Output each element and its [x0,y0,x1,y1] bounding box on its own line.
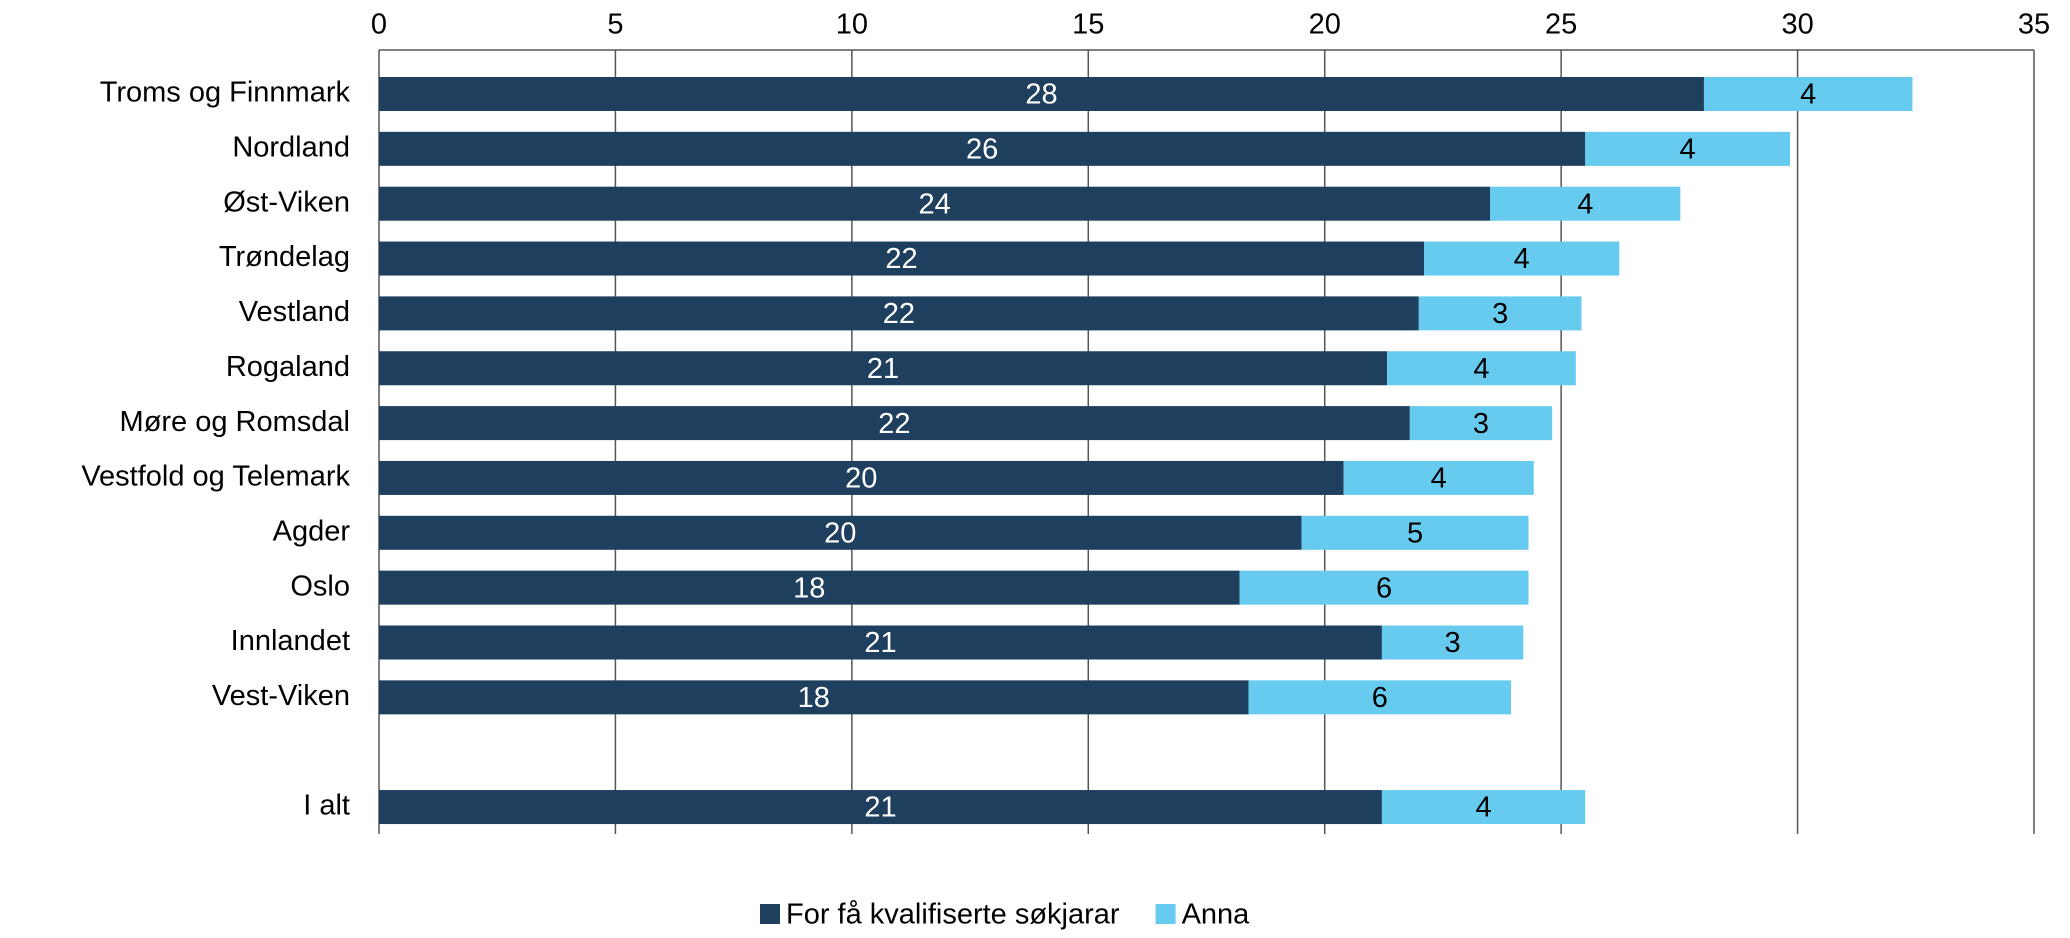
y-tick-label: Innlandet [231,625,350,657]
bar-segment [1418,296,1582,331]
data-label: 21 [867,353,899,385]
bar-segment [1381,625,1524,660]
bar-segment [379,351,1388,386]
bar-segment [1409,406,1553,441]
data-label: 4 [1680,134,1696,166]
x-tick-label: 20 [1309,9,1341,41]
y-tick-label: Nordland [232,132,350,164]
bar-segment [1301,515,1529,550]
data-label: 4 [1473,353,1489,385]
data-label: 22 [878,408,910,440]
bar-segment [1248,680,1512,715]
data-label: 28 [1025,79,1057,111]
bar-segment [379,515,1302,550]
y-tick-label: Vest-Viken [212,680,350,712]
data-label: 22 [885,243,917,275]
x-tick-label: 5 [607,9,623,41]
data-label: 3 [1473,408,1489,440]
bar-segment [1490,186,1681,221]
bar-segment [379,77,1704,111]
y-tick-label: Øst-Viken [223,186,350,218]
x-tick-label: 10 [836,9,868,41]
data-label: 4 [1577,188,1593,220]
legend-label: Anna [1182,899,1251,931]
data-label: 22 [883,298,915,330]
bar-segment [1387,351,1576,386]
data-label: 24 [918,188,950,220]
legend-label: For få kvalifiserte søkjarar [786,899,1120,931]
bar-segment [1424,241,1620,276]
bar-segment [379,296,1419,331]
legend-swatch [1155,904,1176,924]
x-tick-label: 0 [371,9,387,41]
legend-swatch [760,904,780,924]
data-label: 18 [793,572,825,604]
data-label: 21 [864,627,896,659]
data-label: 6 [1372,682,1388,714]
y-tick-label: I alt [303,790,350,822]
bar-segment [379,570,1240,605]
x-tick-label: 25 [1545,9,1577,41]
y-tick-label: Vestland [239,296,350,328]
data-label: 20 [824,517,856,549]
bar-segment [1343,460,1534,495]
data-label: 6 [1376,572,1392,604]
data-label: 3 [1445,627,1461,659]
bar-segment [379,625,1382,660]
data-label: 4 [1514,243,1530,275]
x-tick-label: 30 [1781,9,1813,41]
data-label: 4 [1476,792,1492,824]
data-label: 18 [798,682,830,714]
bar-segment [379,186,1491,221]
data-label: 21 [864,792,896,824]
x-tick-label: 15 [1072,9,1104,41]
y-tick-label: Oslo [290,570,350,602]
bar-segment [379,406,1410,441]
bar-segment [1381,790,1586,825]
data-label: 4 [1431,463,1447,495]
data-label: 3 [1492,298,1508,330]
bar-segment [379,460,1344,495]
y-tick-label: Agder [273,515,351,547]
y-tick-label: Troms og Finnmark [100,77,351,109]
data-label: 20 [845,463,877,495]
bar-segment [1239,570,1529,605]
y-tick-label: Vestfold og Telemark [81,461,350,493]
data-label: 4 [1800,79,1816,111]
data-label: 5 [1407,517,1423,549]
bar-segment [1585,131,1791,166]
bar-segment [379,790,1382,825]
y-tick-label: Trøndelag [219,241,350,273]
y-tick-label: Møre og Romsdal [120,406,350,438]
bar-segment [379,680,1249,715]
y-tick-label: Rogaland [226,351,350,383]
data-label: 26 [966,134,998,166]
bar-segment [379,131,1586,166]
bar-segment [379,241,1425,276]
x-tick-label: 35 [2018,9,2050,41]
bar-segment [1703,77,1913,111]
